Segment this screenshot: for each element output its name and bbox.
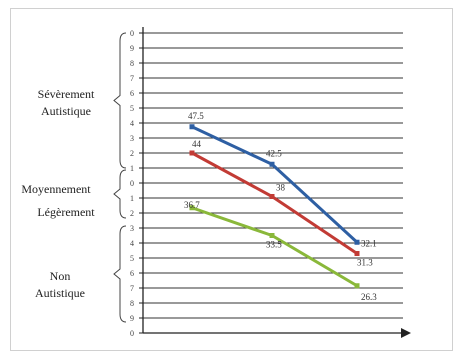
y-tick-label: 7 bbox=[130, 74, 134, 83]
data-point bbox=[269, 233, 275, 238]
y-tick-label: 9 bbox=[130, 44, 134, 53]
data-point bbox=[189, 150, 195, 156]
y-tick-label: 6 bbox=[130, 89, 134, 98]
data-label: 38 bbox=[276, 183, 286, 193]
y-tick-label: 6 bbox=[130, 269, 134, 278]
bracket-severe bbox=[113, 32, 127, 169]
data-label: 36.7 bbox=[184, 200, 200, 210]
category-non-line1: Non bbox=[49, 269, 71, 283]
data-point bbox=[189, 124, 195, 130]
y-tick-label: 5 bbox=[130, 104, 134, 113]
data-label: 42.5 bbox=[266, 148, 282, 158]
y-tick-label: 1 bbox=[130, 194, 134, 203]
category-moderate-label: Moyennement bbox=[0, 181, 112, 198]
category-severe-label: Sévèrement Autistique bbox=[10, 86, 122, 120]
data-point bbox=[354, 283, 360, 289]
data-label: 33.5 bbox=[266, 240, 282, 250]
category-moderate-text: Moyennement bbox=[21, 182, 91, 196]
y-tick-label: 9 bbox=[130, 314, 134, 323]
y-tick-label: 5 bbox=[130, 254, 134, 263]
category-mild-label: Légèrement bbox=[10, 204, 122, 221]
y-tick-label: 3 bbox=[130, 224, 134, 233]
y-tick-label: 0 bbox=[130, 179, 134, 188]
y-tick-label: 4 bbox=[130, 119, 134, 128]
y-tick-label: 0 bbox=[130, 329, 134, 338]
data-label: 47.5 bbox=[188, 111, 204, 121]
series-line bbox=[191, 125, 359, 244]
y-tick-label: 1 bbox=[130, 164, 134, 173]
bracket-moderate-mild bbox=[113, 169, 127, 219]
category-mild-text: Légèrement bbox=[37, 205, 95, 219]
data-label: 31.3 bbox=[357, 258, 373, 268]
data-label: 44 bbox=[192, 139, 202, 149]
category-severe-line2: Autistique bbox=[41, 104, 91, 118]
data-label: 32.1 bbox=[361, 238, 377, 248]
category-non-line2: Autistique bbox=[35, 286, 85, 300]
x-axis-arrow bbox=[401, 328, 411, 338]
category-non-label: Non Autistique bbox=[4, 268, 116, 302]
y-tick-label: 7 bbox=[130, 284, 134, 293]
y-tick-label: 2 bbox=[130, 209, 134, 218]
y-tick-label: 8 bbox=[130, 299, 134, 308]
y-tick-label: 0 bbox=[130, 29, 134, 38]
data-label: 26.3 bbox=[361, 292, 377, 302]
data-point bbox=[189, 205, 195, 211]
data-point bbox=[269, 194, 275, 199]
y-tick-label: 4 bbox=[130, 239, 134, 248]
chart-frame bbox=[10, 8, 453, 351]
category-severe-line1: Sévèrement bbox=[37, 87, 95, 101]
y-tick-label: 2 bbox=[130, 149, 134, 158]
y-tick-label: 8 bbox=[130, 59, 134, 68]
data-point bbox=[354, 239, 360, 245]
data-point bbox=[354, 251, 360, 256]
y-tick-label: 3 bbox=[130, 134, 134, 143]
bracket-non bbox=[113, 225, 127, 323]
data-point bbox=[269, 161, 275, 167]
